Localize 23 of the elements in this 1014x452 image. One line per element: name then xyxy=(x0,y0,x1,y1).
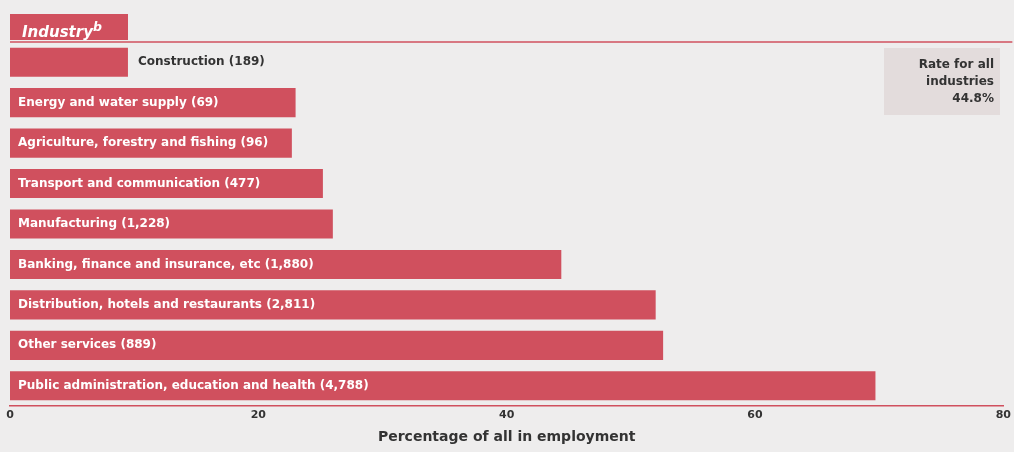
bar xyxy=(10,290,656,320)
y-tick-label: Transport and communication (477) xyxy=(18,175,261,190)
y-tick-label: Banking, finance and insurance, etc (1,880) xyxy=(18,256,314,271)
bar xyxy=(10,47,128,77)
y-tick-label: Other services (889) xyxy=(18,337,157,352)
y-tick-label: Agriculture, forestry and fishing (96) xyxy=(18,135,269,150)
bar xyxy=(10,371,876,401)
y-tick-label: Public administration, education and health (4,788) xyxy=(18,377,369,392)
y-axis-title: Industry$^{b}$ xyxy=(10,14,128,41)
x-axis-title: Percentage of all in employment xyxy=(377,428,636,445)
x-tick-label: 0 xyxy=(6,408,15,422)
bar xyxy=(10,209,333,239)
x-tick-label: 20 xyxy=(250,408,267,422)
x-tick-label: 60 xyxy=(747,408,764,422)
y-tick-label: Manufacturing (1,228) xyxy=(18,216,171,231)
x-tick-label: 40 xyxy=(499,408,515,422)
x-tick-label: 80 xyxy=(995,408,1012,422)
bar xyxy=(10,330,664,360)
y-tick-label: Construction (189) xyxy=(137,54,265,69)
annotation: Rate for all industries 44.8% xyxy=(917,56,994,107)
y-tick-label: Distribution, hotels and restaurants (2,811) xyxy=(18,297,316,312)
note-box: Rate for all industries 44.8% xyxy=(884,48,1000,115)
y-tick-label: Energy and water supply (69) xyxy=(18,94,219,109)
